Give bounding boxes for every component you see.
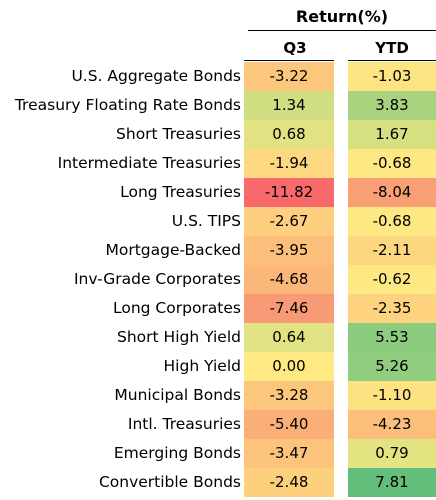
row-label: Emerging Bonds bbox=[113, 444, 241, 462]
ytd-value-cell: 5.53 bbox=[348, 323, 436, 352]
table-title: Return(%) bbox=[295, 7, 389, 26]
q3-value-cell: -4.68 bbox=[244, 265, 334, 294]
ytd-value-cell: -2.11 bbox=[348, 236, 436, 265]
ytd-header-underline bbox=[348, 60, 436, 61]
q3-value-cell: -3.22 bbox=[244, 62, 334, 91]
row-label: U.S. Aggregate Bonds bbox=[71, 67, 241, 85]
row-label: Convertible Bonds bbox=[98, 473, 241, 491]
ytd-value-cell: -0.68 bbox=[348, 149, 436, 178]
ytd-value-cell: 7.81 bbox=[348, 468, 436, 497]
ytd-value-cell: 0.79 bbox=[348, 439, 436, 468]
q3-value-cell: -2.67 bbox=[244, 207, 334, 236]
q3-value-cell: -3.95 bbox=[244, 236, 334, 265]
q3-value-cell: -2.48 bbox=[244, 468, 334, 497]
q3-header-underline bbox=[244, 60, 334, 61]
q3-value-cell: -5.40 bbox=[244, 410, 334, 439]
row-label: Intl. Treasuries bbox=[127, 415, 241, 433]
ytd-value-cell: -1.03 bbox=[348, 62, 436, 91]
row-label: U.S. TIPS bbox=[171, 212, 241, 230]
row-label: Treasury Floating Rate Bonds bbox=[14, 96, 241, 114]
ytd-value-cell: -0.68 bbox=[348, 207, 436, 236]
row-label: Intermediate Treasuries bbox=[57, 154, 241, 172]
q3-value-cell: -7.46 bbox=[244, 294, 334, 323]
q3-value-cell: -3.47 bbox=[244, 439, 334, 468]
row-label: Long Corporates bbox=[113, 299, 241, 317]
ytd-value-cell: -8.04 bbox=[348, 178, 436, 207]
row-label: Short High Yield bbox=[117, 328, 241, 346]
q3-value-cell: 1.34 bbox=[244, 91, 334, 120]
ytd-value-cell: -4.23 bbox=[348, 410, 436, 439]
row-label: Long Treasuries bbox=[120, 183, 241, 201]
q3-value-cell: 0.00 bbox=[244, 352, 334, 381]
row-label: Mortgage-Backed bbox=[105, 241, 241, 259]
ytd-value-cell: -0.62 bbox=[348, 265, 436, 294]
ytd-value-cell: -1.10 bbox=[348, 381, 436, 410]
column-header-q3: Q3 bbox=[283, 39, 307, 57]
row-label: Inv-Grade Corporates bbox=[73, 270, 241, 288]
ytd-value-cell: 5.26 bbox=[348, 352, 436, 381]
row-label: High Yield bbox=[163, 357, 241, 375]
ytd-value-cell: -2.35 bbox=[348, 294, 436, 323]
q3-value-cell: 0.68 bbox=[244, 120, 334, 149]
row-label: Municipal Bonds bbox=[114, 386, 241, 404]
q3-value-cell: 0.64 bbox=[244, 323, 334, 352]
column-header-ytd: YTD bbox=[375, 39, 409, 57]
ytd-value-cell: 3.83 bbox=[348, 91, 436, 120]
q3-value-cell: -11.82 bbox=[244, 178, 334, 207]
q3-value-cell: -1.94 bbox=[244, 149, 334, 178]
ytd-value-cell: 1.67 bbox=[348, 120, 436, 149]
row-label: Short Treasuries bbox=[116, 125, 241, 143]
q3-value-cell: -3.28 bbox=[244, 381, 334, 410]
title-underline bbox=[248, 30, 436, 31]
